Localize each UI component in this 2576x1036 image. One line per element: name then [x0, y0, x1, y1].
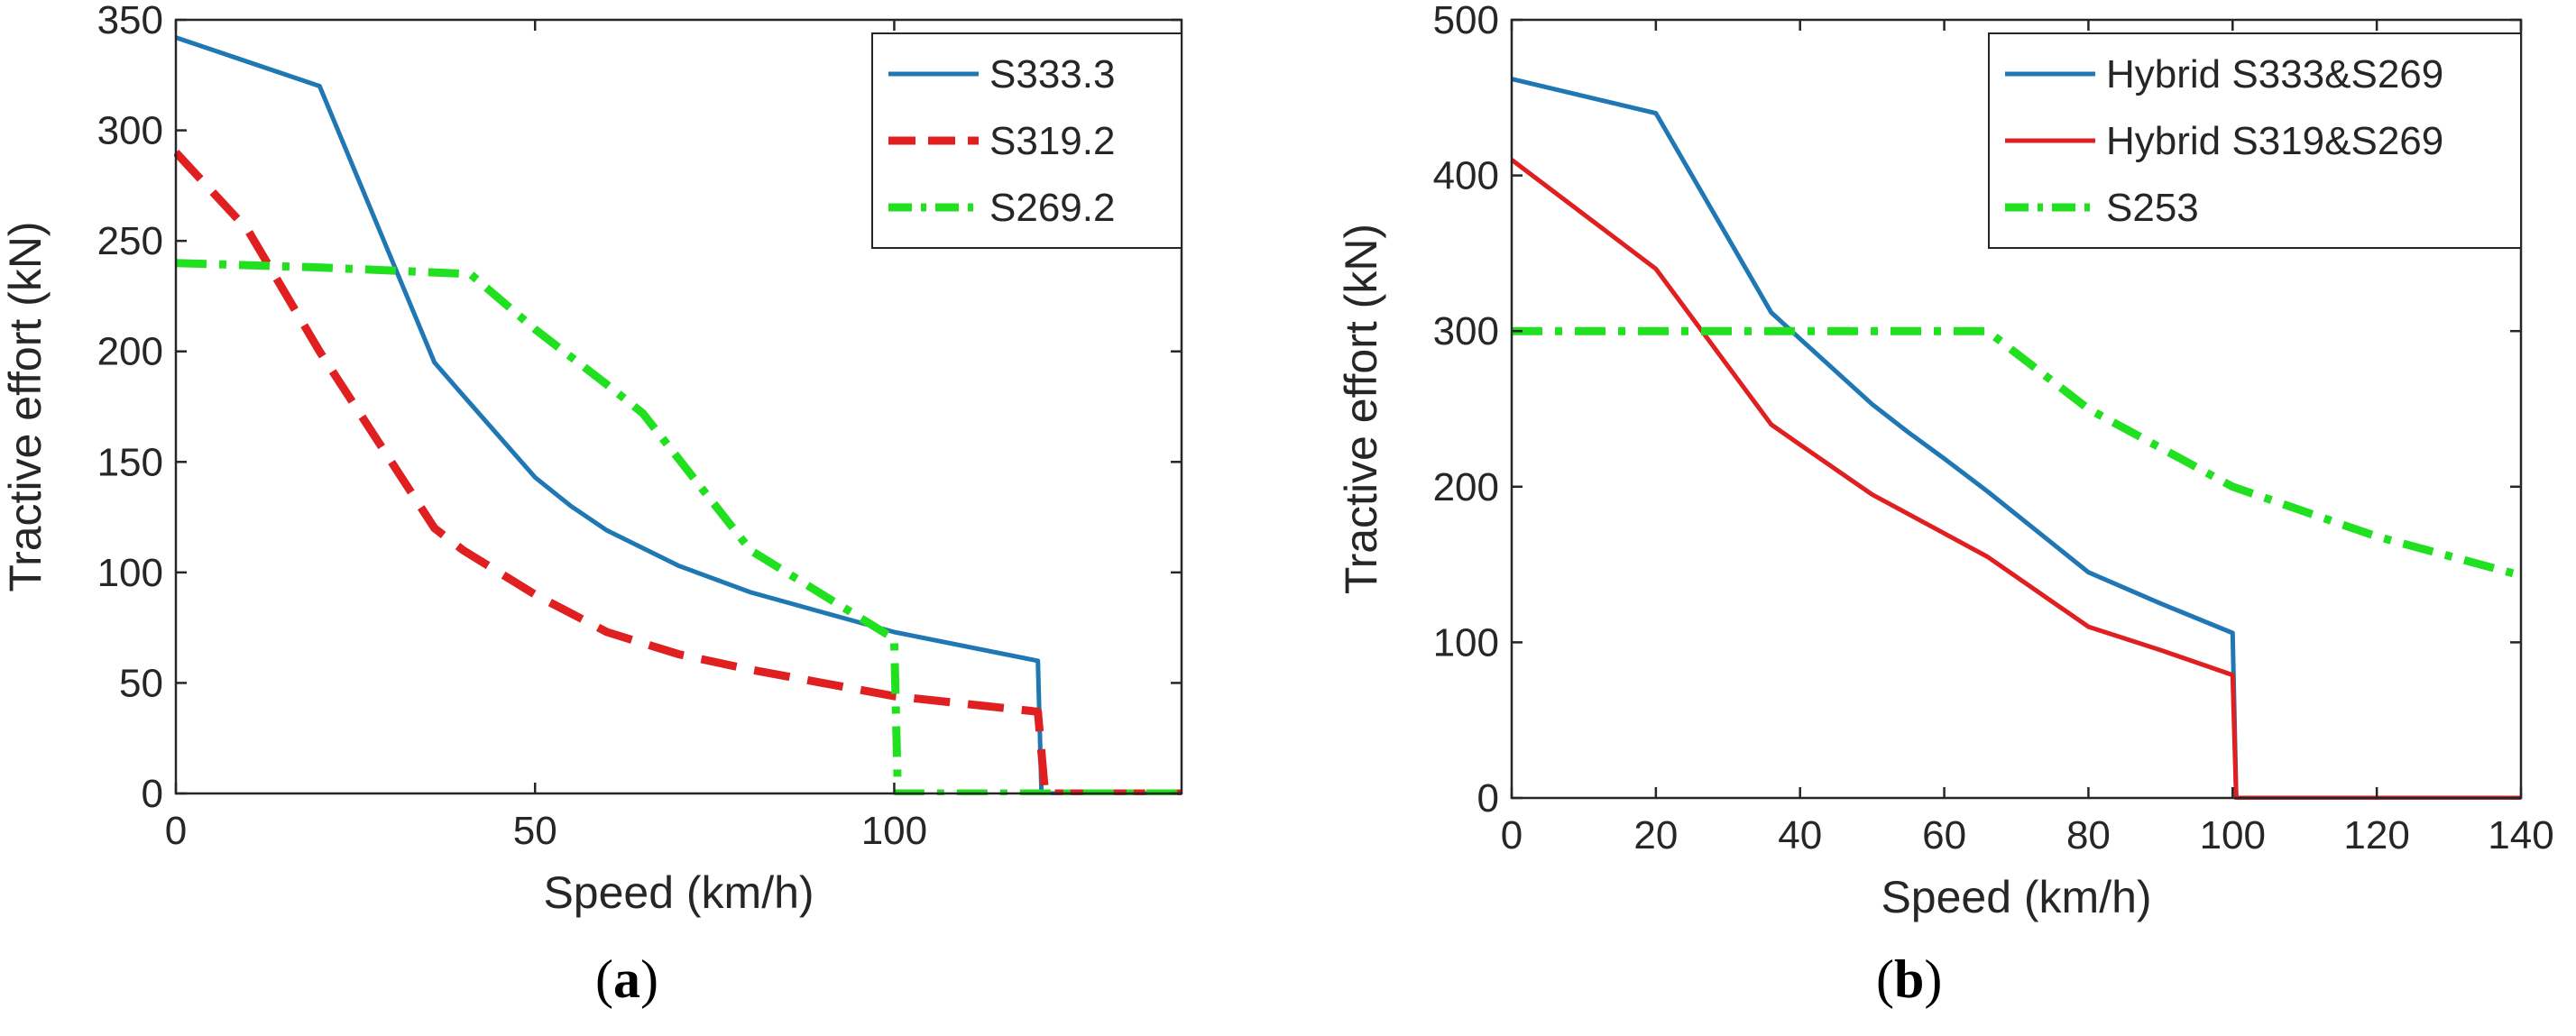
chart-a-axes-box	[174, 18, 1183, 795]
chart-a-ytick-label: 350	[97, 0, 163, 42]
chart-b-ytick-label: 0	[1477, 776, 1499, 821]
chart-b-ytick-label: 400	[1433, 154, 1499, 198]
chart-b-legend: Hybrid S333&S269 Hybrid S319&S269 S253	[1988, 32, 2522, 249]
chart-b-xtick-label: 40	[1778, 813, 1822, 857]
chart-b-series-0-line	[1511, 77, 2521, 800]
chart-a-xtick-label: 50	[513, 809, 557, 853]
chart-a-ytick-label: 100	[97, 551, 163, 595]
chart-b: 0 20 40 60 80 100 120 140 0 100 200 300 400 500 Speed …	[1336, 0, 2554, 922]
chart-a-legend-label-1: S319.2	[989, 119, 1115, 163]
chart-a-ytick-label: 250	[97, 219, 163, 263]
caption-a-close: )	[639, 949, 658, 1009]
chart-a-ytick-label: 0	[142, 772, 163, 816]
chart-b-series-1-line	[1510, 158, 2521, 800]
caption-a-open: (	[595, 949, 613, 1009]
caption-b: (b)	[1876, 949, 1942, 1011]
chart-b-legend-label-0: Hybrid S333&S269	[2106, 52, 2443, 96]
chart-a-series-0-line	[175, 35, 1182, 795]
chart-a-ytick-label: 200	[97, 330, 163, 374]
chart-a-legend: S333.3 S319.2 S269.2	[871, 32, 1182, 249]
chart-a-ytick-label: 150	[97, 440, 163, 484]
chart-a-legend-label-0: S333.3	[989, 52, 1115, 96]
chart-b-legend-label-2: S253	[2106, 186, 2199, 230]
chart-a: 0 50 100 0 50 100 150 200 250 300 350 Speed (km/h) T…	[0, 0, 1183, 918]
chart-b-ytick-label: 300	[1433, 309, 1499, 353]
chart-b-series-2-line	[1512, 326, 2523, 580]
chart-b-ytick-label: 100	[1433, 620, 1499, 665]
chart-a-ylabel: Tractive effort (kN)	[0, 221, 51, 591]
chart-b-legend-label-1: Hybrid S319&S269	[2106, 119, 2443, 163]
chart-a-series-1-line	[174, 150, 1182, 795]
chart-b-xtick-label: 80	[2066, 813, 2111, 857]
chart-b-ytick-label: 500	[1433, 0, 1499, 42]
caption-a: (a)	[595, 949, 658, 1011]
chart-b-xlabel: Speed (km/h)	[1881, 872, 2151, 922]
chart-b-ylabel: Tractive effort (kN)	[1336, 224, 1386, 594]
caption-a-label: a	[612, 949, 640, 1009]
caption-b-label: b	[1893, 949, 1925, 1009]
chart-b-xtick-label: 120	[2343, 813, 2409, 857]
chart-b-xtick-label: 20	[1633, 813, 1678, 857]
chart-a-series-2-line	[175, 259, 1182, 795]
chart-a-legend-box	[871, 32, 1182, 249]
caption-b-close: )	[1924, 949, 1943, 1009]
chart-a-ytick-label: 300	[97, 109, 163, 153]
chart-a-legend-label-2: S269.2	[989, 186, 1115, 230]
chart-b-xtick-label: 0	[1501, 813, 1523, 857]
caption-b-open: (	[1876, 949, 1894, 1009]
chart-b-ytick-label: 200	[1433, 465, 1499, 509]
chart-b-xtick-label: 60	[1922, 813, 1966, 857]
chart-a-ytick-label: 50	[119, 661, 163, 705]
chart-b-xtick-label: 100	[2200, 813, 2266, 857]
chart-b-axes-box	[1510, 18, 2523, 800]
chart-b-xtick-label: 140	[2488, 813, 2553, 857]
chart-a-xtick-label: 0	[165, 809, 187, 853]
chart-a-xlabel: Speed (km/h)	[543, 867, 814, 918]
chart-a-xtick-label: 100	[861, 809, 927, 853]
